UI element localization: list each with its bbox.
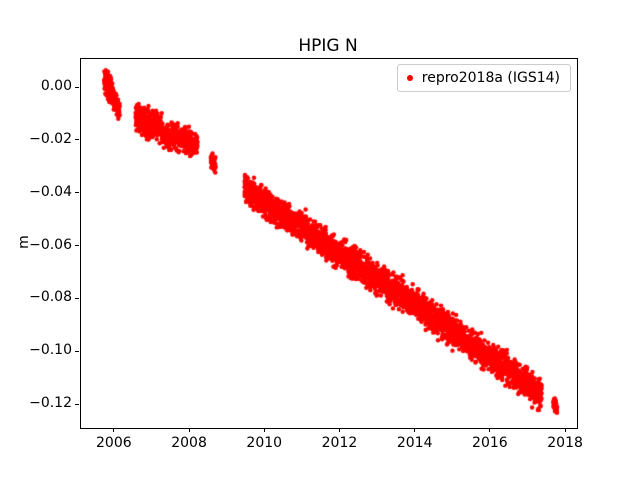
y-tick-label: −0.10	[29, 342, 72, 359]
x-tick-label: 2012	[321, 435, 358, 451]
y-tick-mark	[75, 297, 79, 299]
x-tick-mark	[113, 428, 115, 432]
y-tick-label: −0.04	[29, 183, 72, 200]
legend-marker-dot	[406, 75, 413, 81]
x-tick-mark	[414, 428, 416, 432]
y-tick-mark	[75, 139, 79, 141]
x-tick-label: 2010	[246, 435, 283, 451]
legend-label: repro2018a (IGS14)	[421, 70, 560, 86]
plot-area: repro2018a (IGS14)	[80, 58, 578, 429]
y-tick-label: −0.12	[29, 395, 72, 412]
y-tick-label: 0.00	[40, 78, 72, 95]
x-tick-mark	[564, 428, 566, 432]
y-tick-mark	[75, 403, 79, 405]
y-tick-mark	[75, 192, 79, 194]
scatter-points-canvas	[81, 59, 577, 428]
y-tick-label: −0.06	[29, 236, 72, 253]
x-tick-mark	[489, 428, 491, 432]
legend: repro2018a (IGS14)	[396, 64, 571, 92]
y-tick-mark	[75, 86, 79, 88]
x-tick-label: 2006	[96, 435, 132, 451]
y-tick-label: −0.08	[29, 289, 72, 306]
x-tick-label: 2008	[171, 435, 207, 451]
x-tick-mark	[188, 428, 190, 432]
x-tick-label: 2014	[396, 435, 433, 451]
y-tick-label: −0.02	[29, 130, 72, 147]
x-tick-mark	[263, 428, 265, 432]
chart-title: HPIG N	[298, 36, 358, 56]
x-tick-label: 2018	[547, 435, 583, 451]
y-tick-mark	[75, 245, 79, 247]
x-tick-label: 2016	[472, 435, 508, 451]
y-tick-mark	[75, 350, 79, 352]
x-tick-mark	[338, 428, 340, 432]
